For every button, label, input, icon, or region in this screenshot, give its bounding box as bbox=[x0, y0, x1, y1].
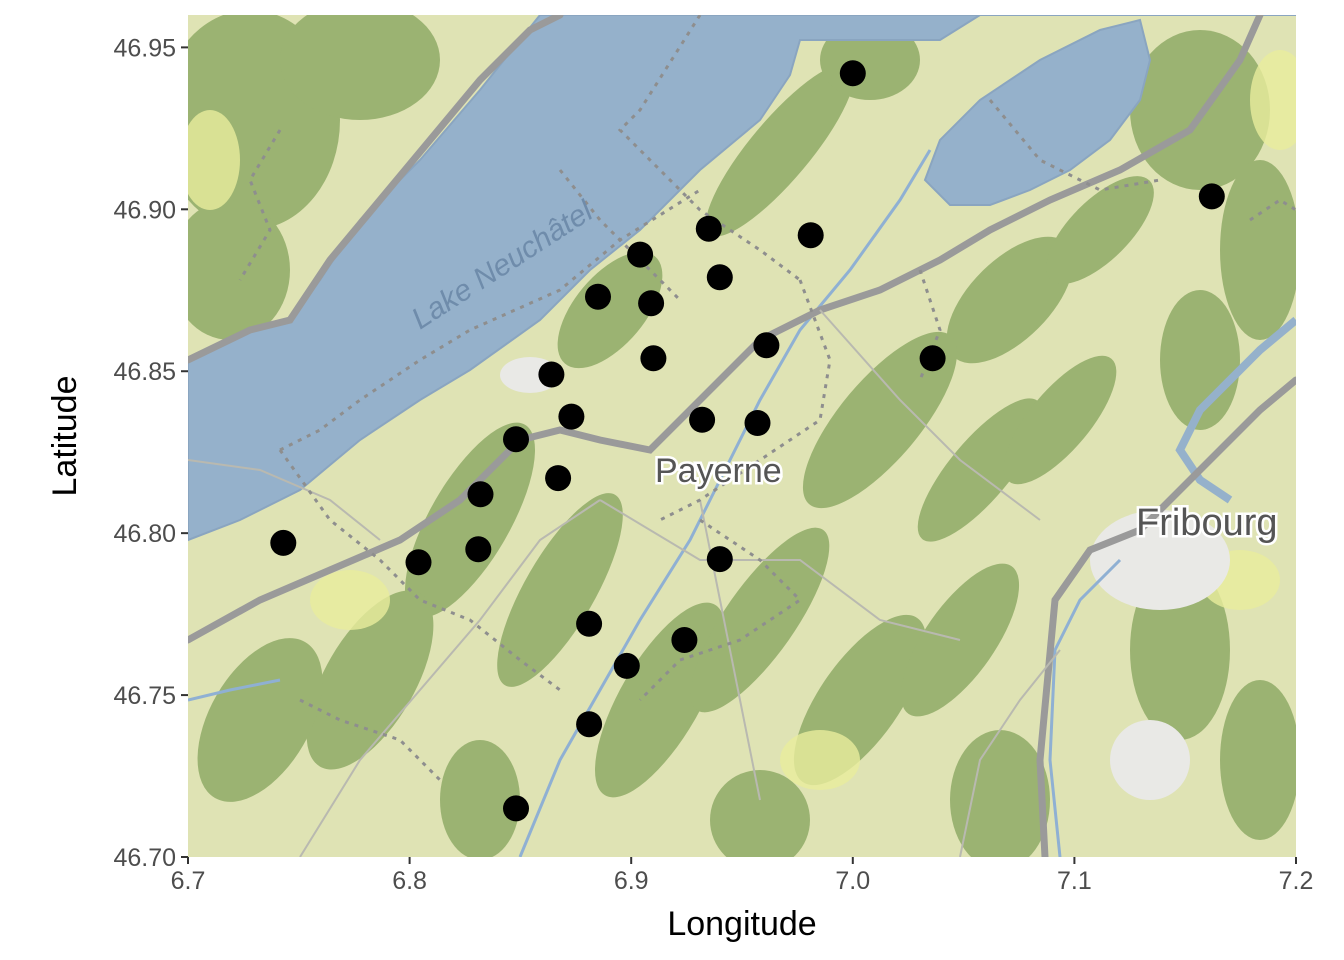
x-axis: 6.7 6.8 6.9 7.0 7.1 7.2 bbox=[171, 857, 1314, 895]
x-tick-label: 6.9 bbox=[614, 867, 649, 895]
lake-morat bbox=[923, 18, 1152, 206]
data-point bbox=[638, 290, 665, 317]
x-tick-label: 6.8 bbox=[392, 867, 427, 895]
data-point bbox=[538, 361, 565, 388]
data-point bbox=[503, 795, 529, 822]
data-point bbox=[640, 345, 667, 372]
place-label-payerne: Payerne bbox=[655, 452, 782, 490]
y-tick-label: 46.90 bbox=[113, 196, 176, 224]
y-tick-label: 46.70 bbox=[113, 844, 176, 872]
points-layer bbox=[270, 60, 1225, 822]
borders bbox=[238, 15, 1296, 782]
data-point bbox=[919, 345, 946, 372]
data-point bbox=[576, 610, 603, 637]
y-tick-label: 46.85 bbox=[113, 358, 176, 386]
data-point bbox=[613, 652, 640, 679]
y-tick-label: 46.95 bbox=[113, 34, 176, 62]
minor-roads bbox=[188, 309, 1061, 857]
data-point bbox=[503, 426, 529, 453]
data-point bbox=[467, 481, 494, 508]
y-axis-title: Latitude bbox=[46, 376, 84, 497]
data-point bbox=[744, 410, 771, 436]
place-label-fribourg: Fribourg bbox=[1136, 502, 1278, 544]
data-point bbox=[270, 529, 297, 556]
data-point bbox=[839, 60, 866, 87]
data-point bbox=[576, 711, 603, 738]
data-point bbox=[627, 241, 654, 268]
y-tick-label: 46.80 bbox=[113, 520, 176, 548]
data-point bbox=[706, 264, 733, 291]
y-axis: 46.70 46.75 46.80 46.85 46.90 46.95 bbox=[113, 34, 188, 872]
data-point bbox=[405, 549, 432, 576]
data-point bbox=[695, 215, 722, 242]
data-point bbox=[558, 403, 585, 430]
y-tick-label: 46.75 bbox=[113, 682, 176, 710]
data-point bbox=[753, 332, 780, 359]
data-point bbox=[797, 222, 824, 249]
x-tick-label: 7.2 bbox=[1279, 867, 1314, 895]
data-point bbox=[689, 406, 716, 433]
data-point bbox=[671, 627, 698, 653]
data-point bbox=[545, 465, 572, 492]
x-tick-label: 6.7 bbox=[171, 867, 206, 895]
lake-schiffenen bbox=[1175, 316, 1296, 504]
x-tick-label: 7.0 bbox=[835, 867, 870, 895]
basemap: Lake Neuchâtel Payerne Fribourg bbox=[188, 15, 1296, 857]
data-point bbox=[1198, 183, 1225, 210]
x-tick-label: 7.1 bbox=[1057, 867, 1092, 895]
data-point bbox=[465, 536, 492, 563]
data-point bbox=[706, 546, 733, 573]
roads bbox=[188, 15, 1296, 857]
x-axis-title: Longitude bbox=[667, 905, 816, 943]
data-point bbox=[585, 283, 611, 310]
